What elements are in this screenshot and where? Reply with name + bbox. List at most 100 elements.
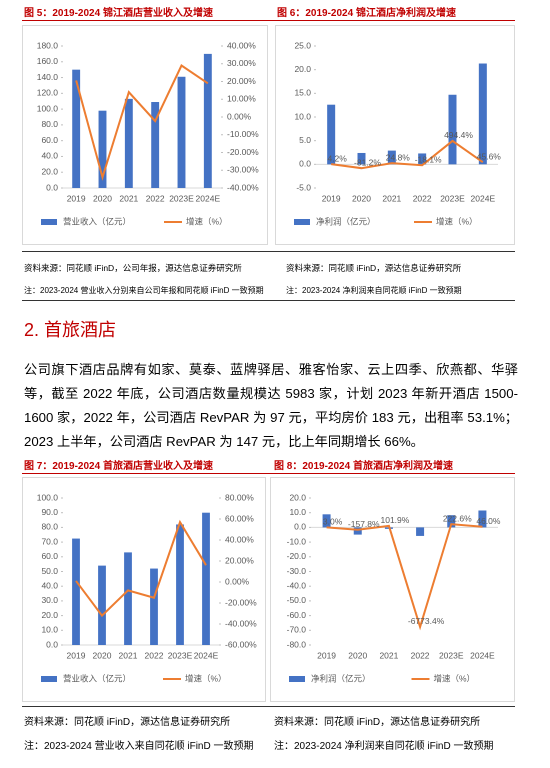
- x-tick-label: 2020: [93, 193, 112, 203]
- bar: [124, 552, 132, 645]
- data-label: 45.6%: [477, 151, 502, 161]
- data-label: 3.0%: [323, 517, 343, 527]
- line: [75, 64, 209, 181]
- chart: 0.0 20.0 40.0 60.0 80.0 100.0 120.0 140.0 160.0 1…: [22, 25, 268, 245]
- y-tick-label: -50.0: [287, 595, 307, 605]
- chart: -5.0 0.0 5.0 10.0 15.0 20.0 25.0 2019 2020 2021 20…: [275, 25, 515, 245]
- bar: [387, 150, 396, 165]
- legend-label: 增速（%）: [436, 216, 478, 226]
- y-tick-label: 50.0: [41, 566, 58, 576]
- y2-tick-label: -20.00%: [227, 147, 259, 157]
- y2-tick-label: 0.00%: [227, 111, 252, 121]
- note: 注：2023-2024 营业收入分别来自公司年报和同花顺 iFinD 一致预期: [24, 286, 264, 295]
- x-tick-label: 2019: [67, 650, 86, 660]
- y-tick-label: 20.0: [41, 610, 58, 620]
- bar: [357, 152, 366, 165]
- bar: [478, 510, 487, 528]
- legend-label: 净利润（亿元）: [311, 673, 371, 683]
- bar: [448, 94, 457, 165]
- y-tick-label: -10.0: [287, 536, 307, 546]
- bar: [416, 527, 425, 536]
- figure-title: 图 6：2019-2024 锦江酒店净利润及增速: [277, 8, 456, 19]
- data-label: 4.2%: [327, 153, 347, 163]
- bar: [176, 524, 184, 645]
- data-label: -81.2%: [354, 157, 381, 167]
- legend-label: 增速（%）: [186, 216, 228, 226]
- x-tick-label: 2024E: [196, 193, 221, 203]
- y2-tick-label: 10.00%: [227, 94, 256, 104]
- data-label: -18.1%: [415, 154, 442, 164]
- x-tick-label: 2021: [382, 193, 401, 203]
- x-tick-label: 2024E: [470, 650, 495, 660]
- y-tick-label: 15.0: [294, 88, 311, 98]
- legend-swatch: [41, 676, 57, 682]
- y-tick-label: 70.0: [41, 536, 58, 546]
- bar: [124, 98, 133, 188]
- legend-label: 增速（%）: [185, 673, 227, 683]
- rule: [22, 300, 515, 301]
- y2-tick-label: -40.00%: [225, 618, 257, 628]
- x-tick-label: 2020: [348, 650, 367, 660]
- y-tick-label: 0.0: [46, 639, 58, 649]
- data-label: 46.0%: [476, 516, 501, 526]
- data-label: 24.8%: [386, 152, 411, 162]
- y2-tick-label: 0.00%: [225, 576, 250, 586]
- bar: [202, 512, 210, 645]
- y-tick-label: 0.0: [46, 182, 58, 192]
- bar: [98, 565, 106, 645]
- data-label: 494.4%: [444, 130, 473, 140]
- y-tick-label: 10.0: [289, 507, 306, 517]
- y-tick-label: 60.0: [41, 551, 58, 561]
- y-tick-label: 5.0: [299, 135, 311, 145]
- x-tick-label: 2023E: [440, 193, 465, 203]
- y-tick-label: 140.0: [37, 72, 59, 82]
- paragraph: 公司旗下酒店品牌有如家、莫泰、蓝牌驿居、雅客怡家、云上四季、欣燕都、华驿等，截至…: [24, 362, 518, 449]
- source: 资料来源：同花顺 iFinD，源达信息证券研究所: [286, 263, 462, 273]
- figure-title: 图 7：2019-2024 首旅酒店营业收入及增速: [24, 461, 213, 472]
- bar: [98, 110, 107, 188]
- chart: 0.0 10.0 20.0 30.0 40.0 50.0 60.0 70.0 80.0 90.0 1…: [22, 477, 266, 702]
- y-tick-label: 40.0: [41, 580, 58, 590]
- y-tick-label: -20.0: [287, 551, 307, 561]
- x-tick-label: 2023E: [439, 650, 464, 660]
- y-tick-label: 80.0: [41, 522, 58, 532]
- y-tick-label: 10.0: [294, 111, 311, 121]
- title-rule: [22, 473, 515, 474]
- y-tick-label: 180.0: [37, 40, 59, 50]
- y2-tick-label: -40.00%: [227, 182, 259, 192]
- y-tick-label: -70.0: [287, 625, 307, 635]
- data-label: -6773.4%: [408, 616, 445, 626]
- y-tick-label: 120.0: [37, 88, 59, 98]
- y2-tick-label: -60.00%: [225, 639, 257, 649]
- chart: -80.0 -70.0 -60.0 -50.0 -40.0 -30.0 -20.0 -10.0…: [270, 477, 515, 702]
- note: 注：2023-2024 净利润来自同花顺 iFinD 一致预期: [286, 286, 462, 295]
- line: [326, 523, 483, 631]
- legend-swatch: [41, 219, 57, 225]
- x-tick-label: 2022: [411, 650, 430, 660]
- y-tick-label: -5.0: [296, 182, 311, 192]
- y-tick-label: 30.0: [41, 595, 58, 605]
- y-tick-label: -30.0: [287, 566, 307, 576]
- source: 资料来源：同花顺 iFinD，源达信息证券研究所: [274, 717, 481, 728]
- bar: [353, 527, 362, 535]
- title-rule: [22, 20, 515, 21]
- x-tick-label: 2019: [322, 193, 341, 203]
- y-tick-label: -40.0: [287, 580, 307, 590]
- line: [331, 139, 484, 170]
- legend-swatch: [294, 219, 310, 225]
- source: 资料来源：同花顺 iFinD，公司年报，源达信息证券研究所: [24, 263, 242, 273]
- legend-swatch: [289, 676, 305, 682]
- y2-tick-label: 40.00%: [225, 534, 254, 544]
- bar: [151, 102, 160, 188]
- x-tick-label: 2023E: [168, 650, 193, 660]
- x-tick-label: 2019: [67, 193, 86, 203]
- y2-tick-label: 30.00%: [227, 58, 256, 68]
- data-label: 101.9%: [380, 515, 409, 525]
- x-tick-label: 2022: [413, 193, 432, 203]
- legend-label: 净利润（亿元）: [316, 216, 376, 226]
- data-label: 222.6%: [443, 513, 472, 523]
- rule: [22, 706, 515, 707]
- x-tick-label: 2022: [146, 193, 165, 203]
- y-tick-label: 0.0: [294, 522, 306, 532]
